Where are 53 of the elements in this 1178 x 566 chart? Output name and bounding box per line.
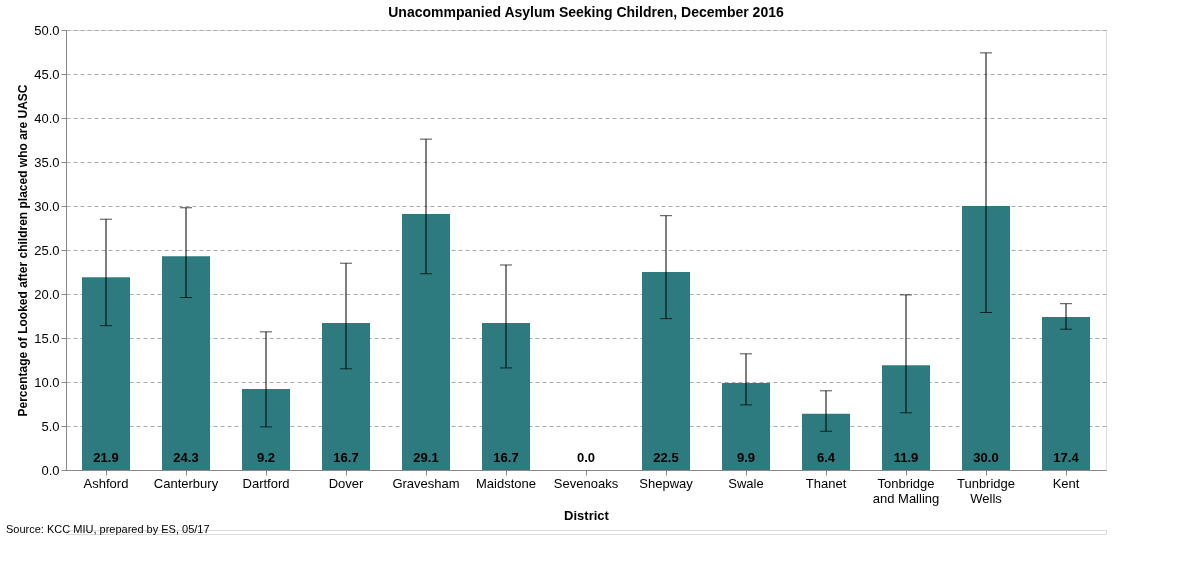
bar (802, 413, 850, 470)
data-label: 9.9 (736, 450, 756, 465)
bar (482, 323, 530, 470)
bar (402, 213, 450, 470)
data-label: 21.9 (93, 450, 119, 465)
y-tick-label: 35.0 (34, 154, 60, 170)
y-tick-label: 0.0 (41, 462, 60, 478)
y-tick-label: 50.0 (34, 22, 60, 38)
bar (322, 323, 370, 470)
x-tick-label: Tonbridge and Malling (872, 475, 940, 506)
bar (1042, 316, 1090, 470)
y-tick-label: 25.0 (34, 242, 60, 258)
data-label: 17.4 (1053, 450, 1080, 465)
data-label: 30.0 (973, 450, 999, 465)
y-tick-label: 40.0 (34, 110, 60, 126)
bar (642, 272, 690, 470)
bar (162, 256, 210, 470)
bar (82, 277, 130, 470)
bar (882, 365, 930, 470)
y-tick-label: 45.0 (34, 66, 60, 82)
y-tick-label: 20.0 (34, 286, 60, 302)
y-tick-label: 30.0 (34, 198, 60, 214)
x-tick-label: Canterbury (153, 475, 219, 491)
bar (962, 206, 1010, 470)
x-tick-label: Thanet (805, 475, 847, 491)
x-tick-label: Dover (328, 475, 364, 491)
chart-title: Unacommpanied Asylum Seeking Children, December 2016 (388, 4, 784, 20)
y-tick-label: 10.0 (34, 374, 60, 390)
data-label: 11.9 (893, 450, 919, 465)
data-label: 9.2 (256, 450, 276, 465)
data-label: 29.1 (413, 450, 439, 465)
source-note: Source: KCC MIU, prepared by ES, 05/17 (6, 523, 210, 535)
x-tick-label: Sevenoaks (553, 475, 619, 491)
bar (722, 382, 770, 470)
x-tick-label: Ashford (83, 475, 129, 491)
data-label: 16.7 (333, 450, 359, 465)
x-tick-label: Gravesham (392, 475, 460, 491)
y-tick-label: 15.0 (34, 330, 60, 346)
x-axis-title: District (564, 507, 610, 523)
y-axis-title: Percentage of Looked after children placed who are UASC (16, 84, 31, 417)
x-tick-label: Shepway (639, 475, 694, 491)
x-tick-label: Tunbridge Wells (956, 475, 1016, 506)
x-tick-label: Swale (728, 475, 764, 491)
data-label: 22.5 (653, 450, 679, 465)
data-label: 24.3 (173, 450, 199, 465)
y-tick-label: 5.0 (41, 418, 60, 434)
data-label: 0.0 (576, 450, 596, 465)
x-tick-label: Kent (1052, 475, 1080, 491)
bar (242, 389, 290, 470)
data-label: 6.4 (816, 450, 836, 465)
x-tick-label: Dartford (242, 475, 290, 491)
x-tick-label: Maidstone (476, 475, 536, 491)
data-label: 16.7 (493, 450, 519, 465)
